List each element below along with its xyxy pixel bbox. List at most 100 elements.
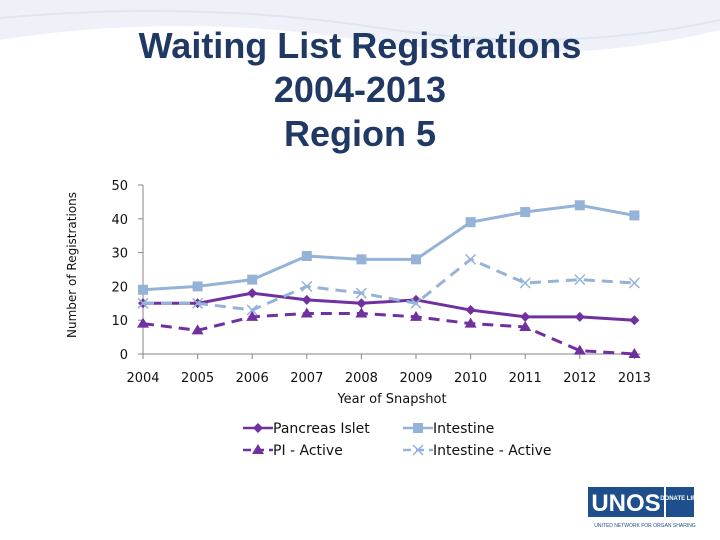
logo-badge-text: DONATE LIFE — [660, 496, 700, 502]
data-point — [519, 320, 532, 331]
data-point — [410, 310, 422, 321]
legend-marker — [253, 423, 263, 433]
logo-box — [588, 487, 664, 517]
data-point — [629, 315, 640, 326]
data-point — [355, 287, 367, 299]
series-line — [143, 291, 635, 322]
data-point — [246, 310, 259, 321]
marker-stroke — [519, 277, 531, 289]
title-line-3: Region 5 — [283, 113, 436, 154]
legend-entry: Intestine — [403, 421, 494, 437]
chart-legend: Pancreas Islet Intestine PI - Active Intest… — [243, 421, 552, 459]
x-tick-label: 2004 — [126, 371, 159, 386]
logo-badge-box — [666, 487, 694, 517]
data-point — [192, 297, 204, 309]
x-tick-label: 2011 — [509, 371, 542, 386]
data-point — [465, 217, 476, 228]
series-intestine-active — [137, 253, 640, 316]
data-point — [628, 277, 640, 289]
marker-stroke — [628, 277, 640, 289]
legend-label: PI - Active — [273, 443, 343, 459]
series-line — [142, 311, 635, 356]
series-intestine — [138, 200, 640, 295]
marker-stroke — [465, 253, 477, 265]
data-point — [247, 274, 258, 285]
series-pi-active — [137, 307, 641, 358]
chart-series — [137, 200, 641, 358]
y-tick-label: 50 — [111, 179, 128, 194]
title-line-2: 2004-2013 — [273, 69, 447, 110]
legend-label: Intestine — [433, 421, 494, 437]
data-point — [300, 307, 313, 318]
unos-logo: UNOS DONATE LIFE UNITED NETWORK FOR ORGA… — [588, 487, 700, 529]
data-point — [464, 317, 477, 328]
logo-text: UNOS — [591, 490, 660, 517]
logo-tagline: UNITED NETWORK FOR ORGAN SHARING — [594, 523, 696, 529]
x-tick-label: 2005 — [181, 371, 214, 386]
marker-stroke — [355, 287, 367, 299]
data-point — [355, 307, 368, 318]
y-axis-title: Number of Registrations — [65, 192, 79, 338]
data-point — [465, 253, 477, 265]
x-tick-label: 2006 — [236, 371, 269, 386]
legend-marker — [412, 444, 424, 456]
marker-stroke — [137, 297, 149, 309]
series-line — [142, 203, 635, 292]
marker-stroke — [412, 444, 424, 456]
marker-stroke — [410, 297, 422, 309]
data-point — [410, 297, 422, 309]
data-point — [191, 324, 204, 335]
y-tick-label: 0 — [120, 348, 128, 363]
marker-stroke — [192, 297, 204, 309]
data-point — [301, 280, 313, 292]
legend-entry: Pancreas Islet — [243, 421, 370, 437]
title-line-1: Waiting List Registrations — [138, 25, 582, 66]
series-pancreas-islet — [138, 288, 640, 326]
data-point — [246, 304, 258, 316]
legend-label: Pancreas Islet — [273, 421, 370, 437]
data-point — [247, 288, 258, 299]
y-tick-label: 40 — [111, 213, 128, 228]
data-point — [137, 297, 149, 309]
x-tick-label: 2007 — [290, 371, 323, 386]
x-tick-label: 2010 — [454, 371, 487, 386]
data-point — [301, 250, 312, 261]
data-point — [574, 274, 586, 286]
top-wave-line — [0, 9, 720, 41]
legend-marker — [413, 423, 423, 433]
x-axis-title: Year of Snapshot — [336, 392, 446, 407]
legend-entry: Intestine - Active — [403, 443, 552, 459]
data-point — [629, 210, 640, 221]
data-point — [520, 311, 531, 322]
legend-marker — [252, 444, 264, 454]
marker-stroke — [246, 304, 258, 316]
legend-label: Intestine - Active — [433, 443, 552, 459]
data-point — [137, 317, 149, 328]
y-tick-label: 10 — [111, 314, 128, 329]
data-point — [138, 284, 148, 295]
data-point — [465, 305, 476, 316]
x-tick-label: 2009 — [399, 371, 432, 386]
series-line — [143, 257, 635, 312]
x-tick-label: 2012 — [563, 371, 596, 386]
x-tick-label: 2013 — [618, 371, 651, 386]
x-tick-label: 2008 — [345, 371, 378, 386]
data-point — [192, 281, 203, 292]
data-point — [301, 294, 312, 305]
y-tick-label: 30 — [111, 247, 128, 262]
chart-axes: 0 10 20 30 40 50 2004 2005 2006 2007 2008 2009 2010 2… — [65, 179, 651, 407]
y-tick-label: 20 — [111, 280, 128, 295]
marker-stroke — [301, 280, 313, 292]
data-point — [574, 200, 585, 211]
marker-stroke — [574, 274, 586, 286]
slide-title: Waiting List Registrations 2004-2013 Reg… — [60, 24, 660, 156]
data-point — [356, 298, 367, 309]
data-point — [519, 277, 531, 289]
data-point — [573, 344, 586, 355]
data-point — [356, 254, 367, 265]
data-point — [411, 254, 421, 265]
data-point — [520, 207, 531, 218]
data-point — [628, 348, 641, 358]
